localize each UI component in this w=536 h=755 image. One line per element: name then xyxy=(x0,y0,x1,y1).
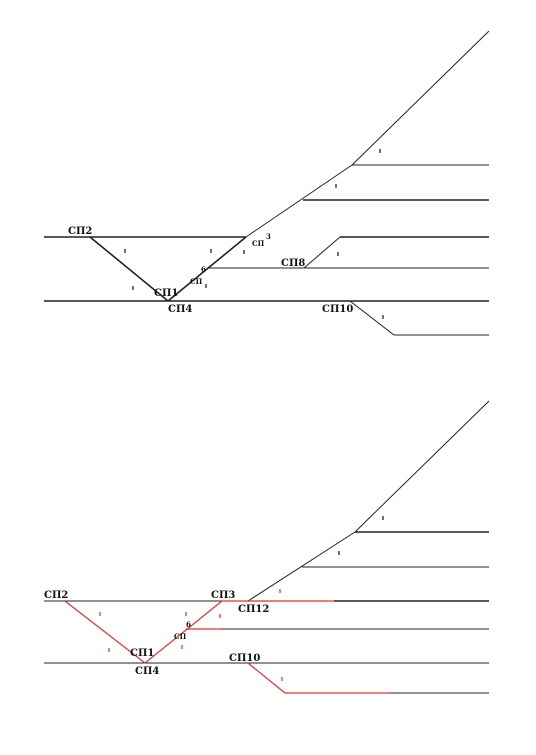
label-sp3-num: 3 xyxy=(266,232,271,241)
label-sp1: СП1 xyxy=(130,648,154,659)
label-sp4: СП4 xyxy=(168,304,192,315)
route-segment-sp2-sp4 xyxy=(64,600,146,664)
diagonal-sp3-fan xyxy=(245,164,353,238)
label-sp4: СП4 xyxy=(135,666,159,677)
crossover-sp4-sp3 xyxy=(167,236,247,302)
label-sp2: СП2 xyxy=(68,226,92,237)
diagonal-sp12-fan xyxy=(247,531,356,602)
label-sp12: СП12 xyxy=(238,604,269,615)
label-sp6-text: СП xyxy=(174,632,187,641)
label-sp6-num: 6 xyxy=(201,265,206,274)
diagram-bottom: СП2 СП1 СП4 СП3 СП12 6 СП СП10 xyxy=(44,400,490,694)
label-sp6-text: СП xyxy=(190,277,203,286)
diagonal-fan-top xyxy=(351,30,490,166)
crossover-sp2-sp4 xyxy=(89,236,169,302)
label-sp8: СП8 xyxy=(281,258,305,269)
diagonal-fan-top xyxy=(354,400,490,533)
label-sp1: СП1 xyxy=(154,288,178,299)
route-segment-sp10-diag xyxy=(247,662,286,694)
label-sp2: СП2 xyxy=(44,590,68,601)
label-sp3-text: СП xyxy=(252,239,265,248)
route-segment-sp4-sp3 xyxy=(144,600,223,664)
diagonal-sp10 xyxy=(349,300,395,336)
label-sp6-num: 6 xyxy=(186,620,191,629)
diagram-top: СП2 СП1 СП4 СП 3 6 СП СП8 СП10 xyxy=(44,30,490,336)
label-sp10: СП10 xyxy=(229,653,260,664)
label-sp3: СП3 xyxy=(211,590,235,601)
label-sp10: СП10 xyxy=(322,304,353,315)
diagonal-sp8 xyxy=(303,236,341,269)
